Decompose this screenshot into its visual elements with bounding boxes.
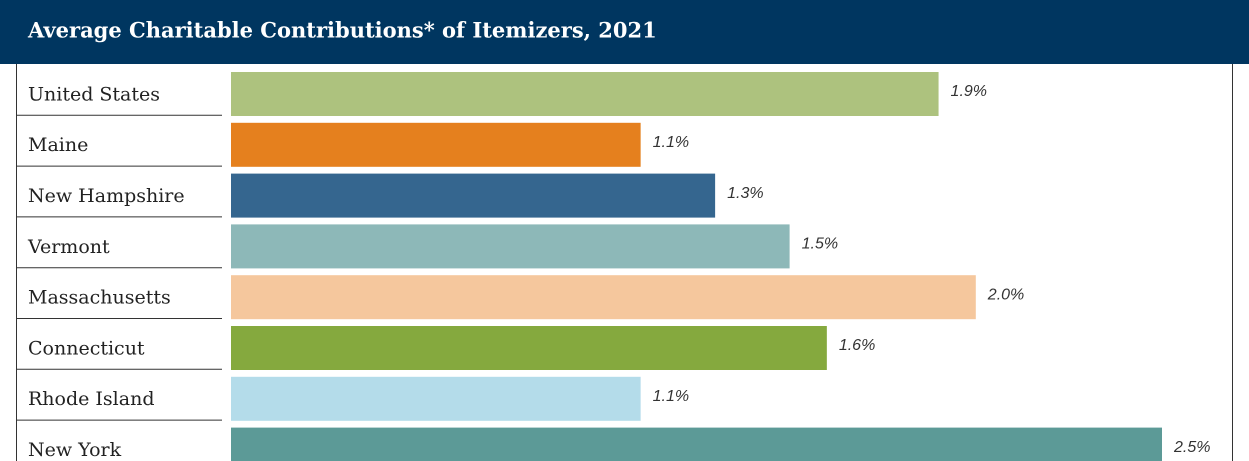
category-label: Vermont [27,236,110,258]
bar [231,173,716,218]
value-label: 1.1% [653,134,689,151]
category-label: Connecticut [28,337,145,359]
category-label: Rhode Island [28,388,155,410]
value-label: 2.5% [1173,439,1210,456]
value-label: 1.5% [802,236,838,253]
value-label: 1.3% [727,185,763,202]
bar [231,376,641,421]
value-label: 2.0% [987,286,1024,303]
category-label: New York [28,439,122,461]
chart-title: Average Charitable Contributions* of Ite… [27,18,657,43]
bar [231,326,827,370]
bar [231,224,790,269]
value-label: 1.1% [653,388,689,405]
title-bar [0,0,1249,64]
bar [231,427,1162,461]
category-label: Massachusetts [28,287,171,309]
bar [231,72,939,116]
bar [231,275,976,320]
bar [231,122,641,167]
category-label: Maine [28,134,88,156]
value-label: 1.9% [951,83,987,100]
category-label: United States [28,83,160,105]
value-label: 1.6% [839,337,875,354]
category-label: New Hampshire [28,185,185,207]
